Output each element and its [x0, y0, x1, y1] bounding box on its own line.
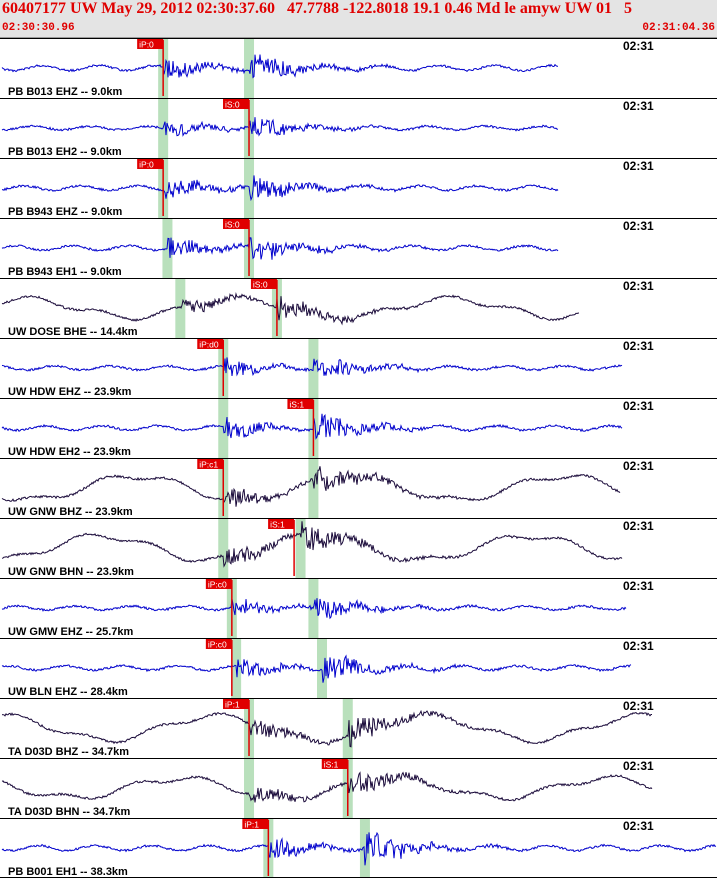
pick-label: iS:0: [225, 220, 240, 230]
pick-label: iS:1: [324, 760, 339, 770]
event-title: 60407177 UW May 29, 2012 02:30:37.60 47.…: [2, 0, 633, 17]
waveform: [1, 413, 623, 440]
pick-label: iP:1: [244, 820, 259, 830]
panel-8: iS:1 02:31 UW GNW BHN -- 23.9km: [0, 518, 717, 578]
phase-window: [308, 459, 319, 518]
panel-time-label: 02:31: [623, 39, 654, 53]
station-label: UW GNW BHN -- 23.9km: [8, 566, 134, 578]
phase-window: [175, 279, 186, 338]
panel-12: iS:1 02:31 TA D03D BHN -- 34.7km: [0, 758, 717, 818]
panel-3: iS:0 02:31 PB B943 EH1 -- 9.0km: [0, 218, 717, 278]
station-label: PB B001 EH1 -- 38.3km: [8, 866, 128, 878]
phase-window: [317, 639, 328, 698]
pick-flag: [223, 219, 250, 229]
panel-9: iP:c0 02:31 UW GMW EHZ -- 25.7km: [0, 578, 717, 638]
pick-flag: [205, 579, 232, 589]
station-label: UW GNW BHZ -- 23.9km: [8, 506, 133, 518]
pick-flag: [197, 459, 224, 469]
station-label: PB B013 EH2 -- 9.0km: [8, 146, 122, 158]
waveform: [1, 357, 623, 377]
waveform: [1, 117, 559, 137]
end-time: 02:31:04.36: [642, 22, 715, 34]
waveform: [1, 175, 559, 202]
pick-flag: [137, 159, 164, 169]
panel-time-label: 02:31: [623, 339, 654, 353]
pick-label: iS:1: [270, 520, 285, 530]
station-label: TA D03D BHN -- 34.7km: [8, 806, 130, 818]
panel-time-label: 02:31: [623, 639, 654, 653]
pick-label: iS:0: [253, 280, 268, 290]
panel-5: iP:d0 02:31 UW HDW EHZ -- 23.9km: [0, 338, 717, 398]
waveform: [1, 654, 632, 683]
pick-flag: [223, 699, 250, 709]
panel-11: iP:1 02:31 TA D03D BHZ -- 34.7km: [0, 698, 717, 758]
panel-2: iP:0 02:31 PB B943 EHZ -- 9.0km: [0, 158, 717, 218]
panel-time-label: 02:31: [623, 219, 654, 233]
pick-label: iP:d0: [199, 340, 219, 350]
pick-flag: [137, 39, 164, 49]
pick-label: iP:c0: [208, 640, 227, 650]
station-label: UW GMW EHZ -- 25.7km: [8, 626, 134, 638]
waveform: [1, 709, 652, 748]
panel-time-label: 02:31: [623, 159, 654, 173]
panel-4: iS:0 02:31 UW DOSE BHE -- 14.4km: [0, 278, 717, 338]
pick-flag: [205, 639, 232, 649]
panel-time-label: 02:31: [623, 699, 654, 713]
pick-label: iP:c0: [208, 580, 227, 590]
station-label: PB B013 EHZ -- 9.0km: [8, 86, 123, 98]
pick-flag: [287, 399, 314, 409]
pick-flag: [197, 339, 224, 349]
waveform: [1, 771, 653, 803]
panel-0: iP:0 02:31 PB B013 EHZ -- 9.0km: [0, 38, 717, 98]
pick-label: iP:c1: [199, 460, 218, 470]
panel-13: iP:1 02:31 PB B001 EH1 -- 38.3km: [0, 818, 717, 878]
phase-window: [359, 819, 370, 878]
waveform: [1, 54, 558, 79]
phase-window: [244, 39, 255, 98]
panel-time-label: 02:31: [623, 519, 654, 533]
station-label: UW HDW EH2 -- 23.9km: [8, 446, 131, 458]
pick-label: iS:0: [225, 100, 240, 110]
pick-flag: [268, 519, 295, 529]
panel-1: iS:0 02:31 PB B013 EH2 -- 9.0km: [0, 98, 717, 158]
phase-window: [244, 759, 255, 818]
station-label: TA D03D BHZ -- 34.7km: [8, 746, 129, 758]
pick-label: iP:0: [139, 160, 154, 170]
waveform: [1, 598, 627, 620]
panel-10: iP:c0 02:31 UW BLN EHZ -- 28.4km: [0, 638, 717, 698]
pick-label: iS:1: [289, 400, 304, 410]
panel-time-label: 02:31: [623, 579, 654, 593]
station-label: PB B943 EHZ -- 9.0km: [8, 206, 123, 218]
pick-flag: [223, 99, 250, 109]
pick-flag: [242, 819, 269, 829]
title-bar: 60407177 UW May 29, 2012 02:30:37.60 47.…: [0, 0, 717, 38]
waveform: [1, 521, 623, 568]
panel-time-label: 02:31: [623, 99, 654, 113]
phase-window: [342, 699, 353, 758]
panel-time-label: 02:31: [623, 399, 654, 413]
waveform: [1, 237, 559, 260]
panel-time-label: 02:31: [623, 459, 654, 473]
start-time: 02:30:30.96: [2, 22, 75, 34]
panel-time-label: 02:31: [623, 819, 654, 833]
station-label: UW HDW EHZ -- 23.9km: [8, 386, 132, 398]
station-label: PB B943 EH1 -- 9.0km: [8, 266, 122, 278]
waveform: [1, 466, 621, 507]
phase-window: [295, 519, 306, 578]
phase-window: [218, 519, 229, 578]
waveform: [1, 831, 717, 866]
pick-flag: [250, 279, 277, 289]
pick-label: iP:0: [139, 40, 154, 50]
station-label: UW DOSE BHE -- 14.4km: [8, 326, 138, 338]
panel-time-label: 02:31: [623, 759, 654, 773]
seismogram-stack: iP:0 02:31 PB B013 EHZ -- 9.0km iS:0 02:31 PB…: [0, 38, 717, 878]
station-label: UW BLN EHZ -- 28.4km: [8, 686, 128, 698]
panel-time-label: 02:31: [623, 279, 654, 293]
pick-label: iP:1: [225, 700, 240, 710]
waveform: [1, 292, 580, 326]
pick-flag: [321, 759, 348, 769]
panel-6: iS:1 02:31 UW HDW EH2 -- 23.9km: [0, 398, 717, 458]
panel-7: iP:c1 02:31 UW GNW BHZ -- 23.9km: [0, 458, 717, 518]
